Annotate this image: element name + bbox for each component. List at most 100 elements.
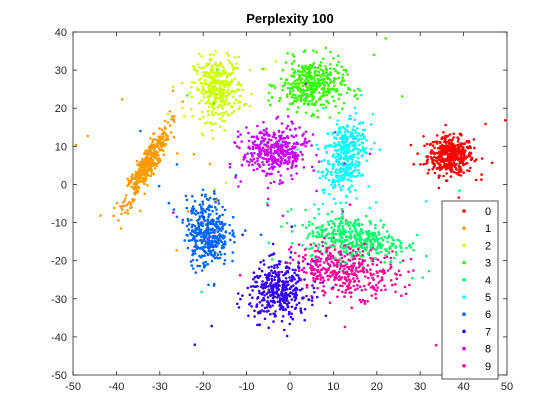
data-point bbox=[356, 164, 360, 167]
data-point bbox=[278, 182, 281, 185]
data-point bbox=[317, 70, 321, 74]
data-point bbox=[356, 168, 360, 172]
data-point bbox=[216, 253, 220, 256]
data-point bbox=[321, 87, 324, 90]
data-point bbox=[211, 92, 215, 95]
data-point bbox=[326, 169, 329, 173]
data-point bbox=[347, 117, 351, 121]
data-point bbox=[328, 63, 332, 66]
data-point bbox=[320, 75, 323, 79]
data-point bbox=[272, 252, 276, 255]
data-point bbox=[333, 275, 337, 279]
data-point bbox=[206, 231, 210, 234]
data-point bbox=[120, 212, 123, 216]
data-point bbox=[440, 147, 444, 150]
points-layer bbox=[74, 37, 507, 347]
data-point bbox=[355, 251, 358, 255]
data-point bbox=[459, 170, 463, 173]
data-point bbox=[422, 135, 425, 138]
data-point bbox=[298, 87, 302, 90]
data-point bbox=[210, 66, 214, 69]
data-point bbox=[386, 236, 389, 240]
data-point bbox=[271, 290, 275, 294]
data-point bbox=[158, 139, 162, 142]
data-point bbox=[270, 277, 274, 281]
data-point bbox=[290, 74, 293, 77]
data-point bbox=[284, 280, 287, 283]
data-point bbox=[197, 221, 200, 225]
data-point bbox=[293, 93, 297, 97]
data-point bbox=[265, 149, 268, 152]
data-point bbox=[342, 136, 345, 139]
data-point bbox=[348, 230, 351, 234]
data-point bbox=[318, 235, 322, 239]
data-point bbox=[295, 110, 299, 114]
data-point bbox=[222, 92, 226, 95]
data-point bbox=[360, 223, 364, 226]
data-point bbox=[412, 162, 416, 166]
data-point bbox=[342, 101, 346, 105]
data-point bbox=[361, 246, 364, 249]
data-point bbox=[331, 178, 335, 182]
data-point bbox=[341, 260, 345, 263]
data-point bbox=[362, 284, 366, 288]
data-point bbox=[213, 205, 217, 209]
data-point bbox=[293, 278, 296, 281]
data-point bbox=[197, 224, 201, 227]
x-tick-label: -40 bbox=[108, 381, 124, 393]
data-point bbox=[128, 182, 131, 185]
data-point bbox=[336, 131, 340, 134]
data-point bbox=[290, 95, 294, 99]
data-point bbox=[353, 234, 357, 237]
data-point bbox=[377, 281, 380, 284]
data-point bbox=[344, 154, 348, 158]
data-point bbox=[427, 269, 431, 273]
data-point bbox=[278, 96, 282, 100]
data-point bbox=[319, 68, 322, 71]
data-point bbox=[217, 234, 221, 237]
data-point bbox=[279, 77, 283, 81]
data-point bbox=[316, 66, 320, 69]
data-point bbox=[453, 163, 456, 166]
data-point bbox=[274, 310, 277, 313]
data-point bbox=[207, 62, 211, 66]
data-point bbox=[455, 172, 458, 175]
data-point bbox=[192, 153, 196, 156]
data-point bbox=[319, 273, 322, 277]
data-point bbox=[318, 81, 321, 85]
data-point bbox=[328, 71, 332, 74]
data-point bbox=[262, 138, 265, 141]
data-point bbox=[369, 274, 373, 277]
data-point bbox=[211, 239, 214, 243]
data-point bbox=[349, 279, 352, 283]
data-point bbox=[139, 167, 142, 171]
data-point bbox=[334, 148, 337, 152]
data-point bbox=[400, 250, 403, 253]
data-point bbox=[364, 214, 368, 218]
data-point bbox=[340, 188, 343, 192]
data-point bbox=[267, 278, 270, 282]
data-point bbox=[311, 83, 315, 86]
data-point bbox=[391, 238, 395, 242]
data-point bbox=[319, 61, 323, 64]
data-point bbox=[285, 221, 289, 225]
data-point bbox=[263, 306, 267, 310]
data-point bbox=[200, 235, 203, 239]
data-point bbox=[344, 291, 347, 294]
data-point bbox=[312, 61, 316, 65]
data-point bbox=[444, 123, 447, 127]
data-point bbox=[207, 246, 210, 250]
data-point bbox=[214, 111, 218, 115]
data-point bbox=[151, 140, 154, 144]
data-point bbox=[296, 106, 300, 109]
data-point bbox=[384, 288, 387, 292]
data-point bbox=[446, 167, 450, 170]
data-point bbox=[323, 188, 327, 191]
data-point bbox=[351, 230, 354, 233]
data-point bbox=[306, 102, 310, 105]
data-point bbox=[326, 159, 330, 163]
data-point bbox=[355, 197, 358, 200]
data-point bbox=[113, 206, 116, 210]
data-point bbox=[338, 174, 341, 178]
data-point bbox=[230, 89, 234, 93]
